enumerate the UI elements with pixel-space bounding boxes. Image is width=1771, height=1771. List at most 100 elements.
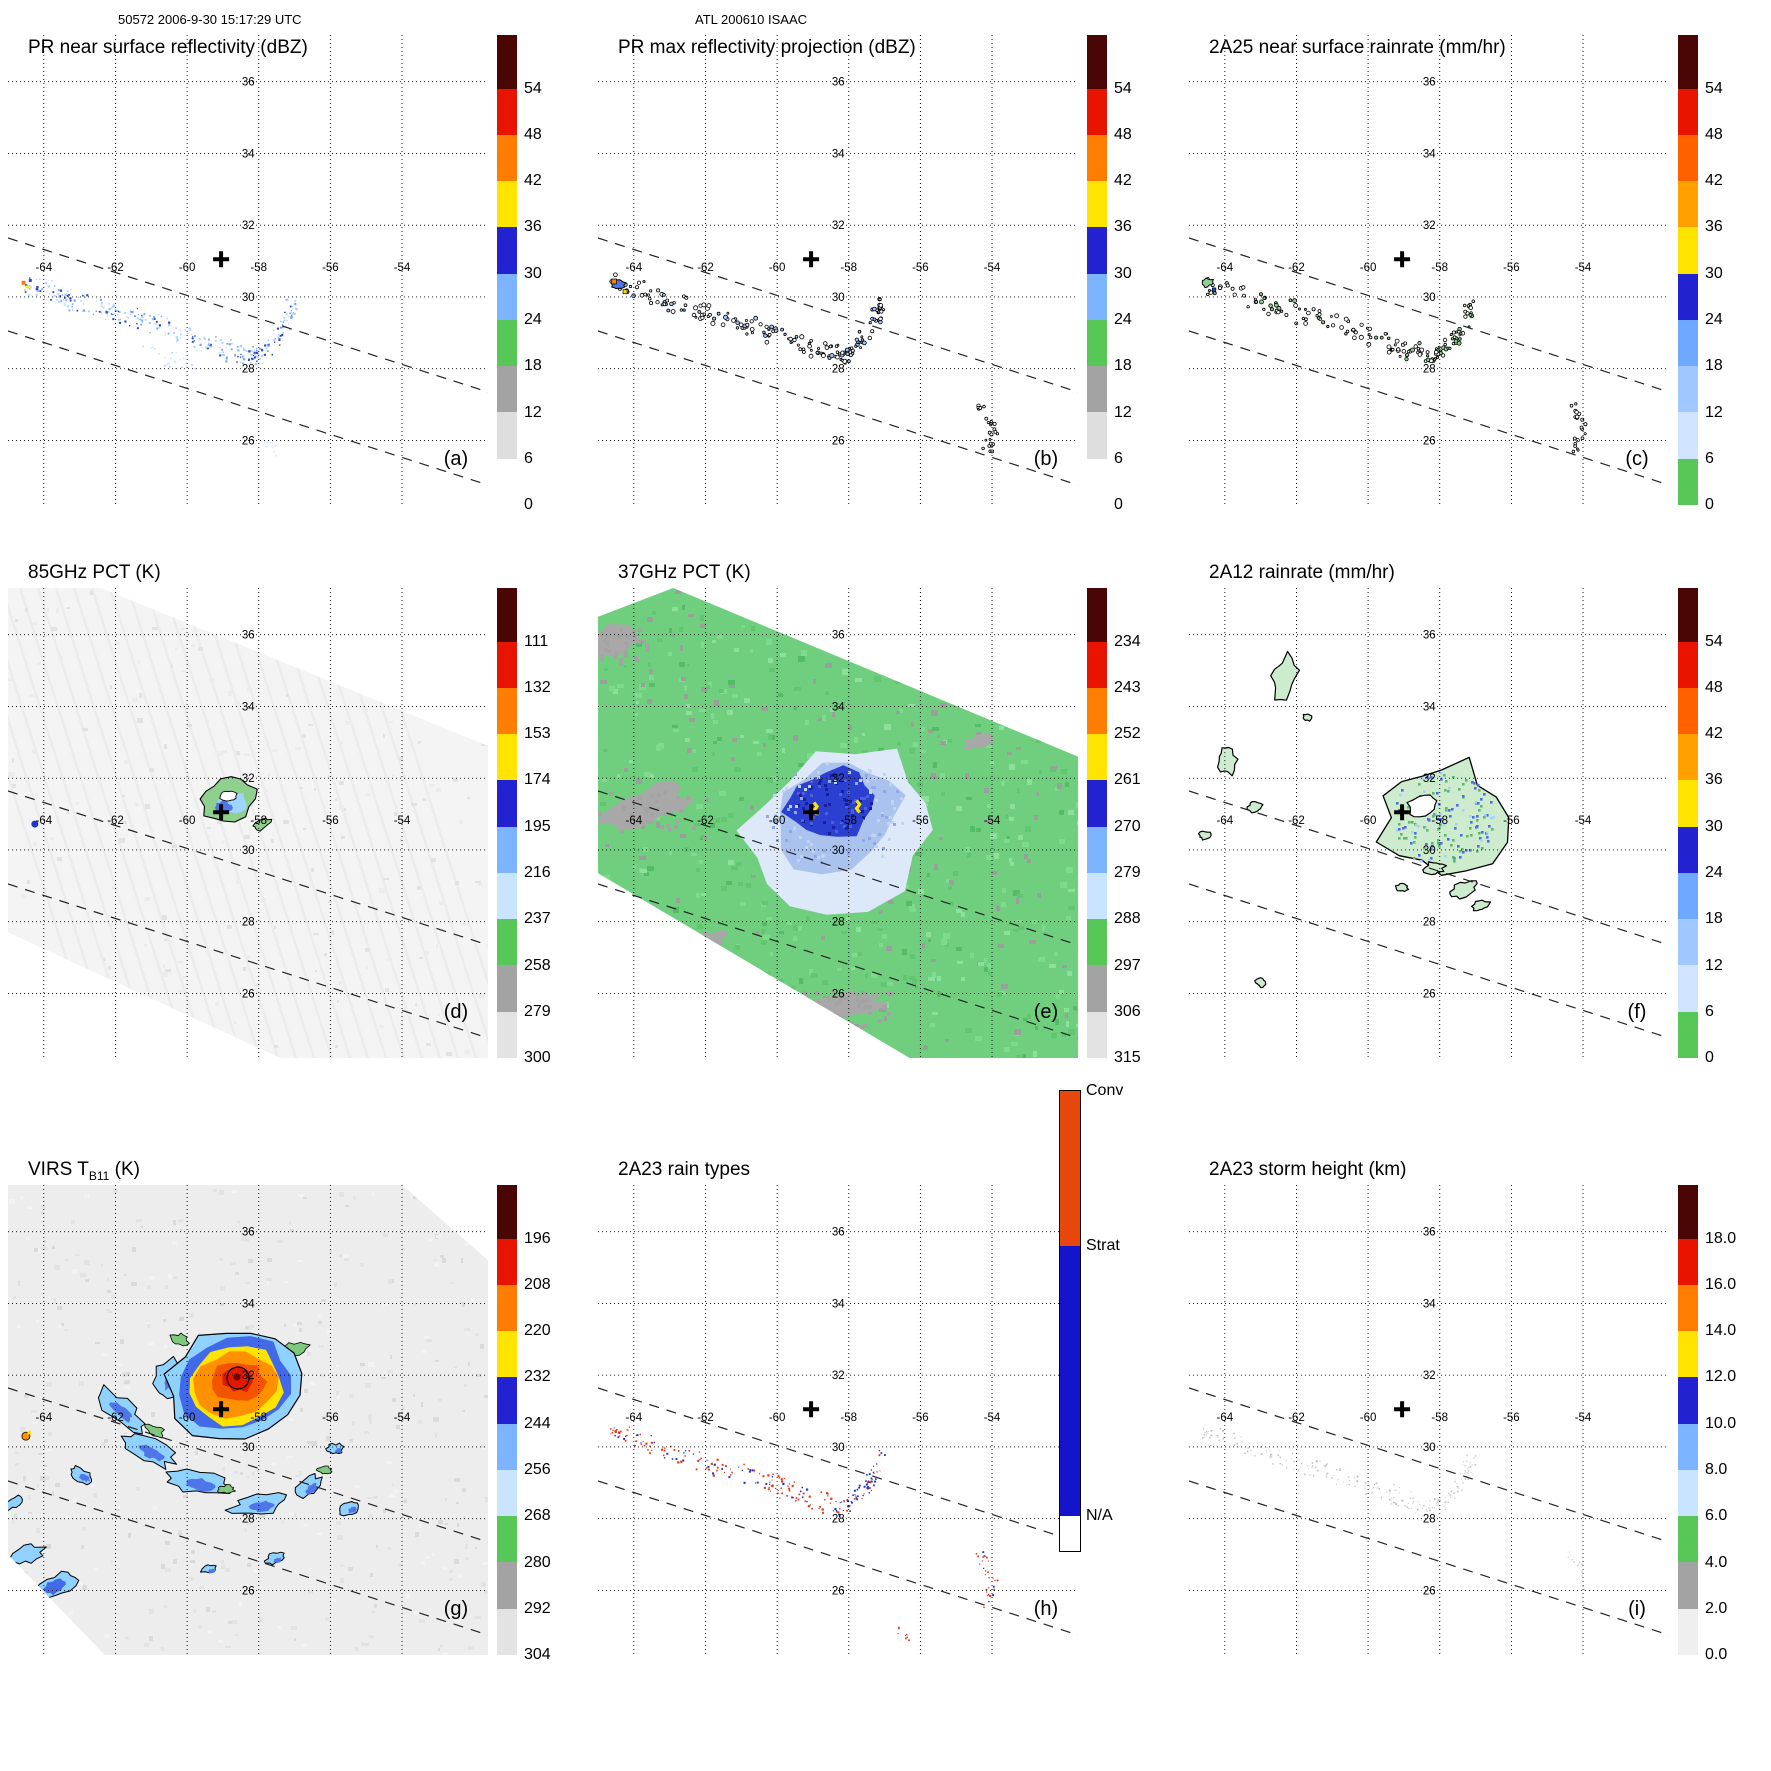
- panel-h: 2A23 rain types -64 -62 -60 -58 -56 -54 36 34 32 3…: [590, 1082, 1180, 1725]
- grid-labels: -64 -62 -60 -58 -56 -54 36 34 32 30 28 26: [35, 630, 410, 1001]
- colorbar-pct85: [497, 588, 517, 1058]
- colorbar-tick-label: 30: [524, 264, 542, 282]
- lon-tick-label: -58: [1431, 262, 1448, 274]
- lon-tick-label: -62: [697, 1412, 714, 1424]
- colorbar-tick-label: 16.0: [1705, 1275, 1737, 1293]
- lon-tick-label: -56: [912, 262, 929, 274]
- grid-labels: -64 -62 -60 -58 -56 -54 36 34 32 30 28 26: [625, 77, 1000, 448]
- map-d: -64 -62 -60 -58 -56 -54 36 34 32 30 28 26 (d): [8, 588, 488, 1058]
- colorbar-segment: [1678, 412, 1698, 459]
- lat-tick-label: 36: [832, 1227, 845, 1239]
- colorbar-segment: [1678, 458, 1698, 505]
- colorbar-segment: [497, 687, 517, 735]
- colorbar-tick-label: 48: [524, 125, 542, 143]
- colorbar-segment: [1087, 227, 1107, 274]
- colorbar-segment: [497, 826, 517, 873]
- colorbar-segment: [1678, 1516, 1698, 1563]
- colorbar-segment: [1087, 273, 1107, 320]
- colorbar-segment: [1060, 1246, 1080, 1517]
- colorbar-segment: [497, 319, 517, 367]
- colorbar-segment: [1678, 227, 1698, 274]
- lat-tick-label: 30: [1423, 1442, 1436, 1454]
- colorbar-tick-label: 42: [524, 172, 542, 190]
- colorbar-segment: [1087, 919, 1107, 966]
- colorbar-tick-label: 6.0: [1705, 1507, 1728, 1525]
- colorbar-segment: [1087, 35, 1107, 89]
- lon-tick-label: -58: [840, 1412, 857, 1424]
- lon-tick-label: -58: [840, 262, 857, 274]
- swath-edge-lines: [8, 237, 488, 486]
- colorbar-tick-label: 111: [524, 632, 549, 650]
- map-f: -64 -62 -60 -58 -56 -54 36 34 32 30 28 26 (f): [1189, 588, 1669, 1058]
- lat-tick-label: 36: [242, 1227, 255, 1239]
- colorbar-tick-label: 315: [1114, 1049, 1141, 1066]
- colorbar-tick-label: 208: [524, 1275, 551, 1293]
- colorbar-segment: [497, 965, 517, 1012]
- panel-letter: (a): [444, 448, 468, 470]
- colorbar-tick-label: 24: [1114, 310, 1132, 328]
- colorbar-tick-label: 12: [1705, 956, 1723, 974]
- map-i: -64 -62 -60 -58 -56 -54 36 34 32 30 28 26 (i): [1189, 1185, 1669, 1655]
- lon-tick-label: -60: [1360, 1412, 1377, 1424]
- colorbar-tick-label: 243: [1114, 678, 1141, 696]
- colorbar-tick-label: 304: [524, 1646, 551, 1663]
- colorbar-segment: [497, 273, 517, 320]
- lon-tick-label: -60: [1360, 262, 1377, 274]
- map-data-layer: [8, 1185, 488, 1655]
- gridlines: [598, 35, 1078, 505]
- colorbar-tick-label: 8.0: [1705, 1460, 1728, 1478]
- gridlines: [1189, 588, 1669, 1058]
- colorbar-segment: [1678, 88, 1698, 135]
- lat-tick-label: 30: [832, 845, 845, 857]
- swath-edge-lines: [598, 1387, 1078, 1636]
- colorbar-tick-label: 42: [1705, 172, 1723, 190]
- panel-f: 2A12 rainrate (mm/hr) -64 -62 -60 -58 -56 -54 3…: [1181, 544, 1771, 1128]
- lat-tick-label: 28: [832, 917, 845, 929]
- grid-labels: -64 -62 -60 -58 -56 -54 36 34 32 30 28 26: [625, 1227, 1000, 1598]
- map-data-layer: [610, 1426, 999, 1642]
- lat-tick-label: 28: [242, 1514, 255, 1526]
- lat-tick-label: 34: [832, 701, 845, 713]
- colorbar-tick-label: 48: [1705, 678, 1723, 696]
- panel-title-f: 2A12 rainrate (mm/hr): [1209, 562, 1395, 583]
- colorbar-segment: [1678, 1423, 1698, 1470]
- lon-tick-label: -62: [1288, 815, 1305, 827]
- colorbar-tick-label: 300: [524, 1049, 551, 1066]
- colorbar-segment: [1087, 319, 1107, 367]
- colorbar-tick-label: 10.0: [1705, 1414, 1737, 1432]
- panel-title-g: VIRS TB11 (K): [28, 1159, 140, 1183]
- colorbar-tick-label: 279: [524, 1002, 551, 1020]
- lon-tick-label: -58: [250, 1412, 267, 1424]
- storm-center-marker: [213, 804, 230, 821]
- colorbar-tick-label: 237: [524, 910, 551, 928]
- colorbar-segment: [497, 1423, 517, 1470]
- colorbar-tick-label: 18: [1705, 910, 1723, 928]
- lat-tick-label: 36: [832, 630, 845, 642]
- panel-letter: (g): [444, 1598, 468, 1620]
- lat-tick-label: 28: [1423, 917, 1436, 929]
- storm-center-marker: [803, 251, 820, 268]
- colorbar-segment: [497, 1608, 517, 1655]
- lon-tick-label: -64: [625, 815, 642, 827]
- lat-tick-label: 26: [1423, 988, 1436, 1000]
- colorbar-segment: [1087, 687, 1107, 735]
- lat-tick-label: 30: [832, 1442, 845, 1454]
- lon-tick-label: -56: [912, 1412, 929, 1424]
- lon-tick-label: -62: [697, 815, 714, 827]
- colorbar-pct37: [1087, 588, 1107, 1058]
- colorbar-tick-label: 12: [1705, 403, 1723, 421]
- lat-tick-label: 28: [1423, 1514, 1436, 1526]
- colorbar-tick-label: 48: [1114, 125, 1132, 143]
- panel-letter: (f): [1628, 1001, 1647, 1023]
- gridlines: [1189, 1185, 1669, 1655]
- panel-letter: (b): [1034, 448, 1058, 470]
- gridlines: [8, 35, 488, 505]
- colorbar-tick-label: 24: [1705, 863, 1723, 881]
- colorbar-tick-label: 6: [1114, 449, 1123, 467]
- colorbar-segment: [497, 919, 517, 966]
- panel-title-e: 37GHz PCT (K): [618, 562, 751, 583]
- panel-g: VIRS TB11 (K) -64 -62 -60 -58 -56 -54 36 34 32 30 2…: [0, 1141, 590, 1725]
- lon-tick-label: -54: [984, 1412, 1001, 1424]
- colorbar-tick-label: 36: [524, 218, 542, 236]
- map-g: -64 -62 -60 -58 -56 -54 36 34 32 30 28 26 (g): [8, 1185, 488, 1655]
